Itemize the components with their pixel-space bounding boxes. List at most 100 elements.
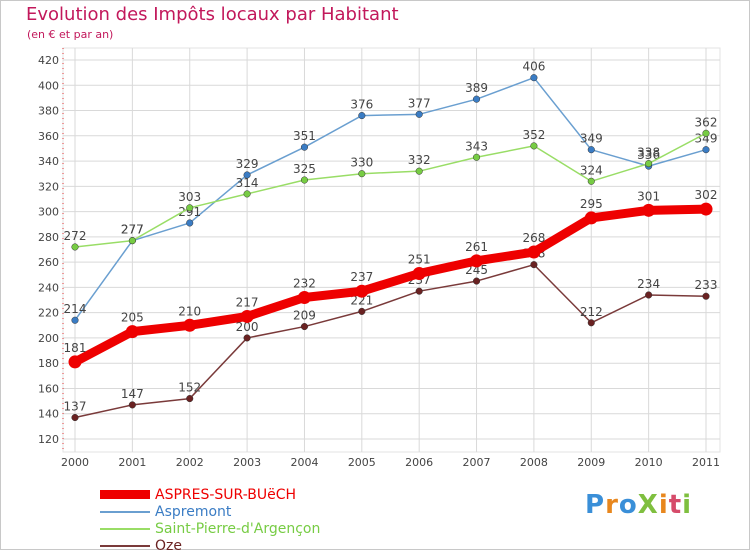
data-point bbox=[530, 74, 538, 82]
data-point bbox=[71, 316, 79, 324]
data-point bbox=[530, 261, 538, 269]
data-point bbox=[240, 309, 254, 323]
data-label: 210 bbox=[178, 304, 201, 318]
data-label: 232 bbox=[293, 277, 316, 291]
data-point bbox=[645, 291, 653, 299]
data-point bbox=[243, 171, 251, 179]
x-tick-label: 2003 bbox=[233, 456, 261, 469]
x-tick-label: 2001 bbox=[118, 456, 146, 469]
data-label: 233 bbox=[695, 278, 718, 292]
data-point bbox=[645, 160, 653, 168]
y-tick-label: 260 bbox=[38, 256, 59, 269]
x-tick-label: 2009 bbox=[577, 456, 605, 469]
data-label: 214 bbox=[64, 302, 87, 316]
data-point bbox=[587, 146, 595, 154]
legend-label: Oze bbox=[155, 537, 182, 554]
data-label: 237 bbox=[350, 270, 373, 284]
x-tick-label: 2000 bbox=[61, 456, 89, 469]
data-point bbox=[702, 129, 710, 137]
y-tick-label: 160 bbox=[38, 382, 59, 395]
data-point bbox=[125, 325, 139, 339]
series-line bbox=[74, 132, 707, 248]
data-point bbox=[587, 319, 595, 327]
data-point bbox=[186, 204, 194, 212]
data-point bbox=[412, 267, 426, 281]
data-label: 200 bbox=[236, 320, 259, 334]
x-tick-label: 2010 bbox=[635, 456, 663, 469]
data-point bbox=[128, 401, 136, 409]
data-label: 336 bbox=[637, 148, 660, 162]
data-label: 324 bbox=[580, 163, 603, 177]
legend-swatch bbox=[100, 510, 150, 513]
data-point bbox=[702, 292, 710, 300]
data-label: 343 bbox=[465, 139, 488, 153]
y-tick-label: 360 bbox=[38, 130, 59, 143]
y-tick-label: 320 bbox=[38, 180, 59, 193]
data-label: 406 bbox=[522, 60, 545, 74]
data-label: 209 bbox=[293, 309, 316, 323]
data-label: 314 bbox=[236, 176, 259, 190]
x-tick-label: 2002 bbox=[176, 456, 204, 469]
series-line bbox=[74, 76, 707, 321]
data-point bbox=[642, 203, 656, 217]
data-point bbox=[243, 190, 251, 198]
data-label: 349 bbox=[580, 132, 603, 146]
data-label: 349 bbox=[695, 132, 718, 146]
data-label: 272 bbox=[64, 229, 87, 243]
data-point bbox=[584, 211, 598, 225]
data-point bbox=[702, 146, 710, 154]
data-label: 147 bbox=[121, 387, 144, 401]
data-point bbox=[415, 287, 423, 295]
data-label: 181 bbox=[64, 341, 87, 355]
data-label: 205 bbox=[121, 311, 144, 325]
data-point bbox=[472, 277, 481, 285]
plot-area bbox=[62, 47, 721, 453]
legend-label: Saint-Pierre-d'Argençon bbox=[155, 520, 321, 537]
data-label: 152 bbox=[178, 381, 201, 395]
data-label: 376 bbox=[350, 98, 373, 112]
legend-label: Aspremont bbox=[155, 503, 232, 520]
data-label: 332 bbox=[408, 153, 431, 167]
data-point bbox=[355, 284, 369, 298]
y-tick-label: 300 bbox=[38, 206, 59, 219]
x-tick-label: 2005 bbox=[348, 456, 376, 469]
y-tick-label: 340 bbox=[38, 155, 59, 168]
legend-swatch bbox=[100, 527, 150, 530]
data-point bbox=[527, 245, 541, 259]
data-point bbox=[183, 318, 197, 332]
series-line bbox=[70, 204, 711, 367]
data-label: 234 bbox=[637, 277, 660, 291]
data-label: 362 bbox=[695, 115, 718, 129]
data-point bbox=[470, 254, 484, 268]
data-point bbox=[71, 243, 79, 251]
chart-subtitle: (en € et par an) bbox=[27, 28, 114, 41]
data-label: 251 bbox=[408, 253, 431, 267]
data-point bbox=[472, 95, 481, 103]
series-line bbox=[74, 263, 707, 419]
chart-title: Evolution des Impôts locaux par Habitant bbox=[26, 4, 399, 25]
y-tick-label: 280 bbox=[38, 231, 59, 244]
data-label: 351 bbox=[293, 129, 316, 143]
data-point bbox=[297, 291, 311, 305]
data-label: 261 bbox=[465, 240, 488, 254]
data-label: 277 bbox=[121, 223, 144, 237]
data-point bbox=[587, 177, 595, 185]
data-label: 221 bbox=[350, 293, 373, 307]
data-label: 338 bbox=[637, 146, 660, 160]
data-label: 377 bbox=[408, 96, 431, 110]
data-point bbox=[243, 334, 251, 342]
proxiti-logo: ProXiti bbox=[585, 490, 693, 520]
data-label: 303 bbox=[178, 190, 201, 204]
data-label: 295 bbox=[580, 197, 603, 211]
data-point bbox=[358, 112, 366, 120]
data-label: 212 bbox=[580, 305, 603, 319]
legend-swatch bbox=[100, 490, 150, 499]
y-tick-label: 240 bbox=[38, 281, 59, 294]
data-point bbox=[358, 170, 366, 178]
data-label: 325 bbox=[293, 162, 316, 176]
x-tick-label: 2007 bbox=[463, 456, 491, 469]
data-point bbox=[472, 153, 481, 161]
data-label: 329 bbox=[236, 157, 259, 171]
data-label: 217 bbox=[236, 295, 259, 309]
